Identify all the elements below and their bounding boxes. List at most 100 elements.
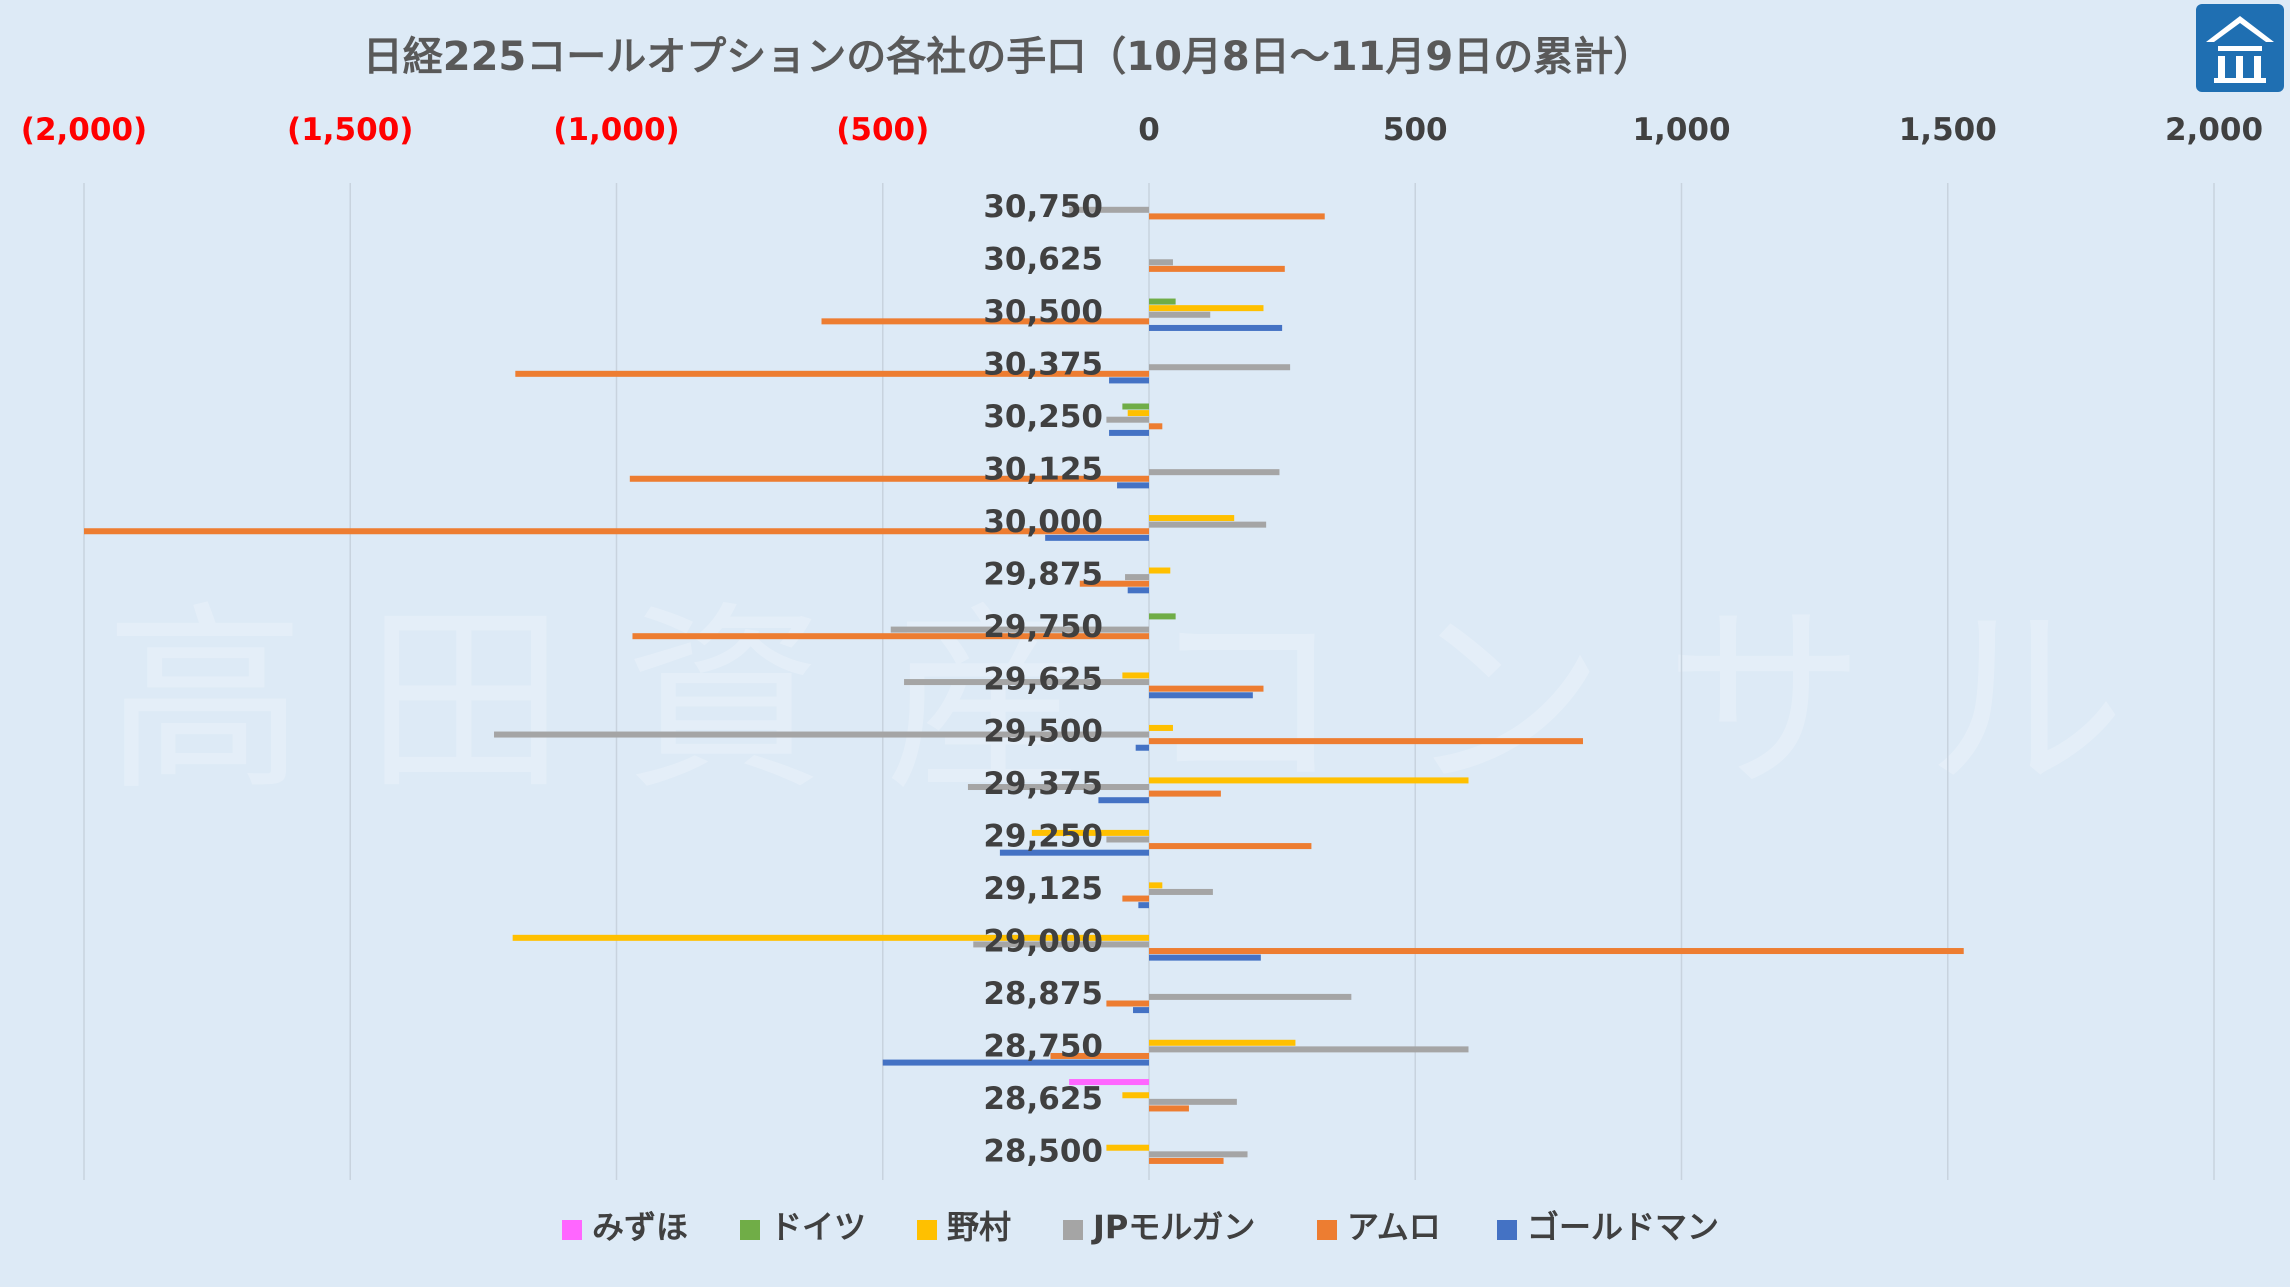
bar-4-14 — [973, 941, 1149, 948]
legend-swatch-6 — [1497, 1220, 1517, 1240]
legend-label-6: ゴールドマン — [1527, 1208, 1719, 1246]
category-label-4: 30,250 — [983, 399, 1103, 435]
bar-5-0 — [1149, 213, 1325, 220]
x-tick-label-4: 0 — [1138, 112, 1160, 148]
bar-5-17 — [1149, 1105, 1189, 1112]
bar-5-14 — [1149, 948, 1964, 955]
chart-title: 日経225コールオプションの各社の手口（10月8日～11月9日の累計） — [363, 34, 1654, 80]
bar-4-4 — [1106, 416, 1149, 423]
bar-4-15 — [1149, 993, 1352, 1000]
category-label-16: 28,750 — [983, 1029, 1103, 1065]
category-label-13: 29,125 — [983, 871, 1103, 907]
category-label-2: 30,500 — [983, 294, 1103, 330]
x-tick-label-5: 500 — [1383, 112, 1448, 148]
company-logo — [2196, 4, 2284, 92]
x-tick-label-1: (1,500) — [287, 112, 413, 148]
bar-3-14 — [512, 934, 1149, 941]
bar-4-2 — [1149, 311, 1211, 318]
bar-6-5 — [1117, 482, 1149, 489]
legend-label-3: 野村 — [947, 1208, 1011, 1246]
bar-5-3 — [515, 370, 1149, 377]
bar-4-18 — [1149, 1151, 1248, 1158]
legend-swatch-1 — [562, 1220, 582, 1240]
x-tick-label-2: (1,000) — [553, 112, 679, 148]
bar-6-10 — [1135, 744, 1149, 751]
bar-1-17 — [1069, 1079, 1149, 1086]
bar-6-12 — [999, 849, 1149, 856]
bar-4-6 — [1149, 521, 1267, 528]
x-tick-label-8: 2,000 — [2165, 112, 2263, 148]
bar-5-18 — [1149, 1157, 1224, 1164]
bar-4-5 — [1149, 469, 1280, 476]
bar-3-11 — [1149, 777, 1469, 784]
bar-3-2 — [1149, 305, 1264, 312]
category-label-8: 29,750 — [983, 609, 1103, 645]
bar-5-8 — [632, 633, 1149, 640]
bar-6-16 — [882, 1059, 1149, 1066]
bar-6-14 — [1149, 954, 1261, 961]
bar-3-13 — [1149, 882, 1163, 889]
bar-3-12 — [1031, 829, 1149, 836]
bar-4-7 — [1125, 574, 1149, 581]
category-label-0: 30,750 — [983, 189, 1103, 225]
x-tick-label-0: (2,000) — [21, 112, 147, 148]
bar-4-12 — [1106, 836, 1149, 843]
house-logo-icon — [2206, 16, 2274, 83]
bar-6-11 — [1098, 797, 1149, 804]
bar-6-7 — [1127, 587, 1149, 594]
bar-3-9 — [1122, 672, 1149, 679]
bar-4-10 — [494, 731, 1149, 738]
legend-swatch-2 — [740, 1220, 760, 1240]
bar-6-9 — [1149, 692, 1253, 699]
legend-swatch-4 — [1063, 1220, 1083, 1240]
legend-swatch-5 — [1317, 1220, 1337, 1240]
category-label-15: 28,875 — [983, 976, 1103, 1012]
bar-4-11 — [967, 784, 1149, 791]
legend-swatch-3 — [917, 1220, 937, 1240]
bar-5-6 — [84, 528, 1149, 535]
bar-5-5 — [629, 475, 1149, 482]
bar-5-7 — [1079, 580, 1149, 587]
category-label-1: 30,625 — [983, 241, 1103, 277]
bar-6-3 — [1109, 377, 1149, 384]
bar-3-10 — [1149, 724, 1173, 731]
bar-5-11 — [1149, 790, 1221, 797]
category-label-10: 29,500 — [983, 714, 1103, 750]
bar-3-17 — [1122, 1092, 1149, 1099]
bar-4-0 — [1069, 206, 1149, 213]
bar-4-16 — [1149, 1046, 1469, 1053]
category-label-18: 28,500 — [983, 1134, 1103, 1170]
legend-label-4: JPモルガン — [1091, 1208, 1255, 1246]
bar-6-4 — [1109, 429, 1149, 436]
bar-5-9 — [1149, 685, 1264, 692]
x-tick-label-6: 1,000 — [1632, 112, 1730, 148]
category-label-5: 30,125 — [983, 451, 1103, 487]
bar-4-3 — [1149, 364, 1291, 371]
bar-6-2 — [1149, 324, 1283, 331]
bar-4-17 — [1149, 1098, 1237, 1105]
category-label-7: 29,875 — [983, 556, 1103, 592]
bar-5-2 — [821, 318, 1149, 325]
bar-5-12 — [1149, 843, 1312, 850]
bar-6-6 — [1045, 534, 1149, 541]
bar-5-10 — [1149, 738, 1583, 745]
category-label-9: 29,625 — [983, 661, 1103, 697]
bar-6-13 — [1138, 902, 1149, 909]
bar-5-16 — [1050, 1052, 1149, 1059]
bar-3-16 — [1149, 1039, 1296, 1046]
bar-5-15 — [1106, 1000, 1149, 1007]
bar-4-8 — [890, 626, 1149, 633]
legend-label-5: アムロ — [1347, 1208, 1441, 1246]
category-label-17: 28,625 — [983, 1081, 1103, 1117]
legend-label-1: みずほ — [592, 1208, 688, 1246]
bar-6-15 — [1133, 1007, 1149, 1014]
bar-2-4 — [1122, 403, 1149, 410]
category-label-11: 29,375 — [983, 766, 1103, 802]
category-label-14: 29,000 — [983, 924, 1103, 960]
bar-2-8 — [1149, 613, 1176, 620]
bar-5-4 — [1149, 423, 1163, 430]
bar-3-6 — [1149, 515, 1235, 522]
bar-3-7 — [1149, 567, 1171, 574]
